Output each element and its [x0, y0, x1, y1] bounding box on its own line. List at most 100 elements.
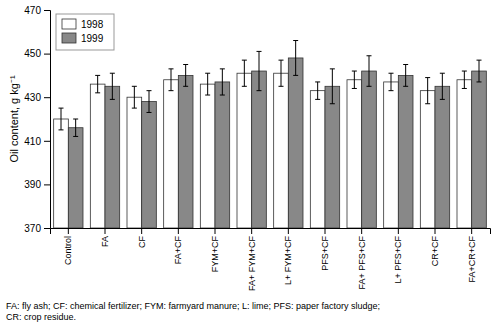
x-tick-label: FYM+CF [210, 236, 220, 273]
bar [237, 73, 252, 228]
error-bar-cap [73, 119, 78, 120]
legend-label: 1999 [81, 33, 104, 44]
bar [362, 71, 377, 228]
y-tick-label: 410 [24, 136, 41, 147]
error-bar-cap [220, 68, 225, 69]
x-tick-label: Control [63, 236, 73, 265]
bar [347, 80, 362, 228]
y-tick: 450 [24, 48, 50, 59]
error-bar-stem [149, 91, 150, 113]
error-bar-cap [367, 55, 372, 56]
bar [178, 75, 193, 228]
error-bar [242, 60, 247, 86]
x-axis: ControlFACFFA+CFFYM+CFFA+ FYM+CFL+ FYM+C… [51, 228, 491, 291]
bar [90, 84, 105, 228]
chart: 370390410430450470ControlFACFFA+CFFYM+CF… [0, 0, 500, 326]
bar [54, 119, 69, 228]
error-bar [183, 65, 188, 87]
error-bar-cap [95, 75, 100, 76]
series [68, 41, 486, 228]
x-tick: CF [137, 228, 147, 248]
x-tick-mark [68, 228, 69, 234]
x-tick-label: FA+ FYM+CF [247, 236, 257, 292]
x-tick: PFS+CF [320, 228, 330, 271]
error-bar [330, 69, 335, 104]
error-bar-stem [479, 60, 480, 82]
x-tick-mark [325, 228, 326, 234]
error-bar [477, 60, 482, 82]
x-tick-mark [398, 228, 399, 234]
y-tick-label: 450 [24, 48, 41, 59]
error-bar-cap [293, 40, 298, 41]
error-bar-stem [112, 73, 113, 99]
bar [215, 82, 230, 228]
bar [457, 80, 472, 228]
x-tick-mark [361, 228, 362, 234]
legend-item: 1998 [62, 19, 104, 30]
error-bar-cap [220, 95, 225, 96]
error-bar [315, 82, 320, 99]
error-bar-cap [425, 77, 430, 78]
error-bar-stem [207, 73, 208, 95]
error-bar [95, 75, 100, 92]
legend-label: 1998 [81, 19, 104, 30]
x-tick-mark [105, 228, 106, 234]
bar [68, 128, 83, 228]
error-bar-cap [169, 68, 174, 69]
error-bar-stem [259, 51, 260, 90]
bar [310, 91, 325, 228]
y-tick-mark [44, 54, 50, 55]
error-bar-cap [389, 90, 394, 91]
error-bar [73, 119, 78, 136]
error-bar-cap [352, 71, 357, 72]
error-bar-stem [332, 69, 333, 104]
error-bar [293, 41, 298, 76]
error-bar [440, 73, 445, 99]
error-bar-cap [367, 86, 372, 87]
y-axis-line [44, 11, 51, 229]
error-bar-stem [281, 60, 282, 86]
bar [288, 58, 303, 228]
error-bar-cap [257, 51, 262, 52]
y-tick: 470 [24, 5, 50, 16]
error-bar-cap [279, 86, 284, 87]
error-bar-stem [61, 108, 62, 130]
x-tick-mark [288, 228, 289, 234]
bar [142, 102, 157, 228]
bar [164, 80, 179, 228]
error-bar [132, 86, 137, 108]
bar [435, 86, 450, 228]
error-bar-cap [403, 64, 408, 65]
x-tick-label: PFS+CF [320, 236, 330, 271]
marks [54, 41, 487, 228]
bar [200, 84, 215, 228]
error-bar-cap [59, 129, 64, 130]
y-tick-mark [44, 184, 50, 185]
x-tick: FA+CR+CF [467, 228, 477, 283]
error-bar-stem [405, 65, 406, 87]
bar [252, 71, 267, 228]
error-bar-stem [442, 73, 443, 99]
error-bar-stem [354, 71, 355, 88]
y-tick-label: 470 [24, 5, 41, 16]
caption: FA: fly ash; CF: chemical fertilizer; FY… [6, 301, 380, 322]
x-tick-label: L+ PFS+CF [393, 236, 403, 284]
legend-swatch [62, 19, 76, 29]
error-bar-cap [205, 95, 210, 96]
error-bar [59, 108, 64, 130]
bar [325, 86, 340, 228]
y-tick-mark [44, 10, 50, 11]
caption-line: CR: crop residue. [6, 312, 76, 322]
error-bar-cap [440, 99, 445, 100]
error-bar [367, 56, 372, 87]
legend: 1998 1999 [56, 14, 114, 50]
error-bar-cap [73, 136, 78, 137]
error-bar [169, 69, 174, 91]
error-bar-stem [171, 69, 172, 91]
x-tick-mark [178, 228, 179, 234]
error-bar-cap [132, 86, 137, 87]
x-tick-label: CF [137, 236, 147, 248]
error-bar-cap [425, 103, 430, 104]
bar [420, 91, 435, 228]
error-bar-stem [295, 41, 296, 76]
